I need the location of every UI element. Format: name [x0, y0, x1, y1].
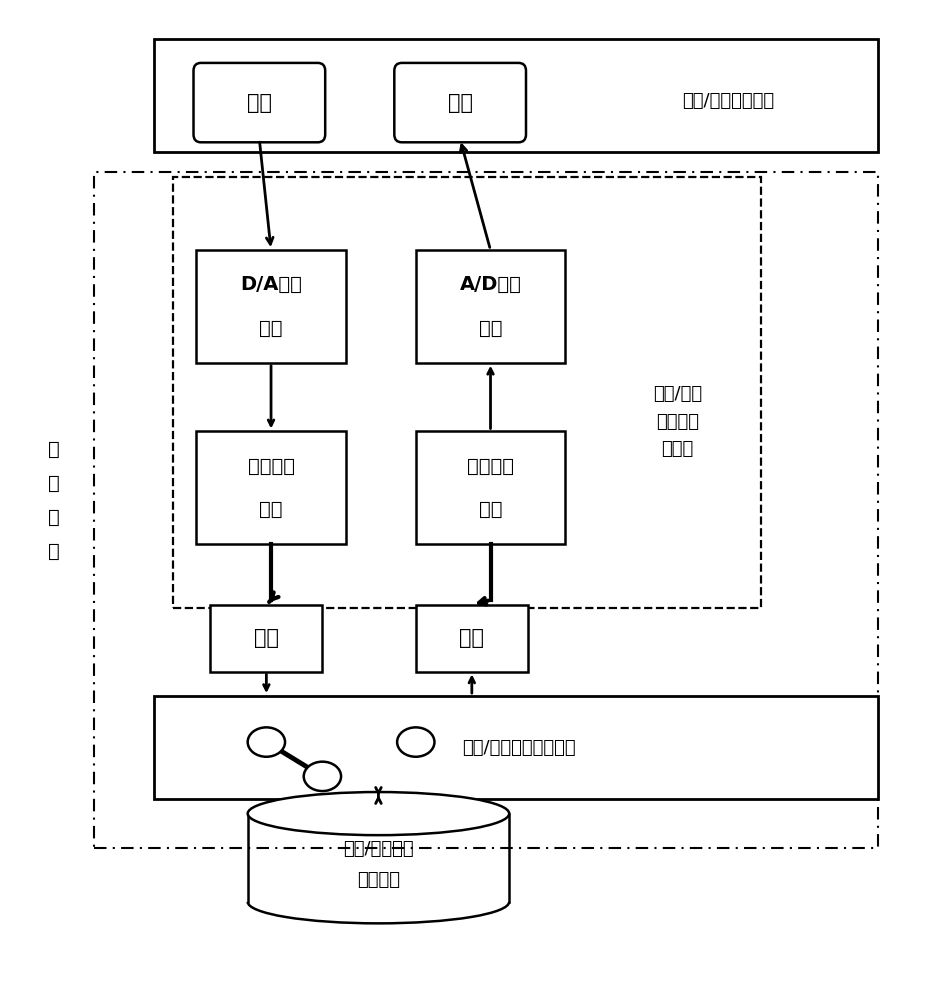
Text: 采集: 采集 — [459, 628, 484, 648]
Text: 时反: 时反 — [247, 93, 271, 113]
Bar — [196, 431, 346, 544]
Bar — [93, 172, 877, 848]
Text: 加载: 加载 — [253, 628, 279, 648]
Ellipse shape — [248, 727, 285, 757]
Text: 近端/远端时反模块: 近端/远端时反模块 — [682, 92, 774, 110]
Text: 近端/远端
阵列元收
发模块: 近端/远端 阵列元收 发模块 — [652, 385, 701, 458]
Ellipse shape — [304, 762, 341, 791]
Text: 器阵列元: 器阵列元 — [357, 871, 400, 889]
Bar — [210, 605, 322, 672]
Text: 电路: 电路 — [478, 500, 502, 519]
Text: D/A转换: D/A转换 — [240, 275, 302, 294]
FancyBboxPatch shape — [193, 63, 325, 142]
Bar — [415, 431, 565, 544]
Text: 近端/远端换能: 近端/远端换能 — [343, 840, 413, 858]
Ellipse shape — [248, 792, 508, 835]
Bar — [173, 177, 761, 608]
Text: 电路: 电路 — [259, 319, 283, 338]
Text: 电路: 电路 — [478, 319, 502, 338]
Bar — [415, 250, 565, 363]
Text: A/D转换: A/D转换 — [459, 275, 521, 294]
Text: 近端/远端开关控制模块: 近端/远端开关控制模块 — [461, 739, 575, 757]
FancyBboxPatch shape — [394, 63, 526, 142]
Text: 信号放大: 信号放大 — [248, 457, 294, 476]
Text: 电路: 电路 — [259, 500, 283, 519]
Text: 放大滤波: 放大滤波 — [466, 457, 513, 476]
Ellipse shape — [397, 727, 434, 757]
Text: 控
制
信
号: 控 制 信 号 — [49, 440, 60, 560]
Text: 存储: 存储 — [447, 93, 472, 113]
Bar — [154, 696, 877, 799]
Bar — [196, 250, 346, 363]
Bar — [415, 605, 527, 672]
Bar — [154, 39, 877, 152]
